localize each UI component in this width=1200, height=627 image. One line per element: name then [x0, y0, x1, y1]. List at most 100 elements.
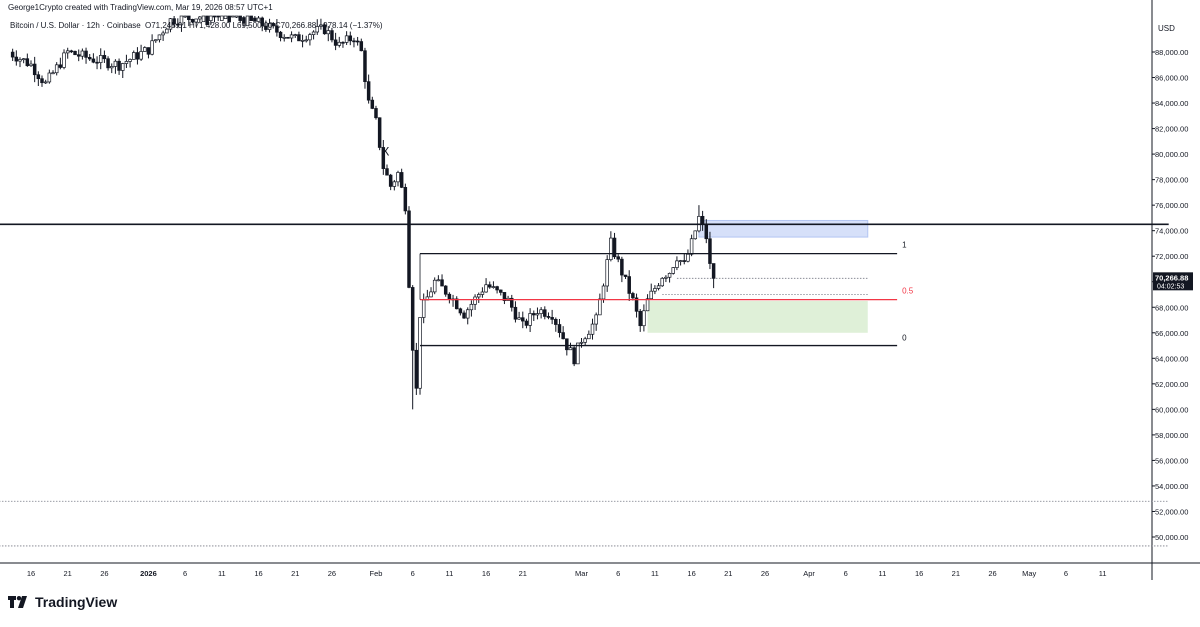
candle-body[interactable] [517, 317, 521, 320]
candle-body[interactable] [341, 41, 345, 44]
candle-body[interactable] [546, 316, 551, 318]
candle-body[interactable] [458, 308, 463, 314]
candle-body[interactable] [209, 15, 213, 22]
candle-body[interactable] [245, 15, 250, 27]
candle-body[interactable] [65, 50, 70, 54]
candle-body[interactable] [135, 52, 140, 60]
candle-body[interactable] [660, 277, 664, 287]
candle-body[interactable] [484, 284, 488, 293]
candle-body[interactable] [98, 55, 103, 63]
candle-body[interactable] [80, 50, 85, 57]
candle-body[interactable] [612, 237, 617, 258]
symbol-title[interactable]: Bitcoin / U.S. Dollar · 12h · Coinbase [10, 21, 141, 30]
candle-body[interactable] [73, 50, 77, 56]
candle-body[interactable] [223, 15, 228, 19]
candle-body[interactable] [532, 313, 536, 316]
candle-body[interactable] [499, 289, 503, 293]
candle-body[interactable] [146, 47, 151, 55]
candle-body[interactable] [128, 59, 132, 62]
candle-body[interactable] [392, 181, 397, 187]
candle-body[interactable] [311, 31, 316, 35]
candle-body[interactable] [271, 23, 275, 27]
candle-body[interactable] [154, 39, 158, 42]
candle-body[interactable] [631, 293, 635, 299]
candle-body[interactable] [304, 39, 309, 42]
candle-body[interactable] [381, 147, 386, 169]
candle-body[interactable] [682, 260, 687, 262]
candle-body[interactable] [627, 276, 631, 294]
candle-body[interactable] [579, 341, 584, 344]
candle-body[interactable] [275, 25, 279, 33]
candle-body[interactable] [117, 60, 121, 71]
candle-body[interactable] [495, 286, 499, 291]
candle-body[interactable] [201, 15, 206, 23]
candle-body[interactable] [113, 60, 118, 67]
candle-body[interactable] [54, 64, 59, 74]
candle-body[interactable] [447, 293, 452, 300]
candle-body[interactable] [539, 309, 543, 314]
candle-body[interactable] [414, 349, 419, 389]
candle-body[interactable] [330, 30, 334, 41]
candle-body[interactable] [440, 279, 444, 287]
candle-body[interactable] [480, 291, 485, 295]
candle-body[interactable] [554, 318, 558, 325]
candle-body[interactable] [124, 61, 129, 64]
candle-body[interactable] [623, 274, 628, 277]
candle-body[interactable] [322, 24, 327, 35]
candle-body[interactable] [634, 297, 639, 312]
candle-body[interactable] [183, 15, 187, 18]
candle-body[interactable] [601, 285, 606, 300]
candle-body[interactable] [198, 16, 202, 20]
candle-body[interactable] [143, 47, 147, 52]
candle-body[interactable] [21, 58, 26, 61]
candle-body[interactable] [231, 15, 235, 18]
candle-body[interactable] [473, 296, 477, 305]
candle-body[interactable] [436, 279, 441, 282]
candle-body[interactable] [576, 342, 580, 365]
candle-body[interactable] [421, 299, 426, 318]
candle-body[interactable] [711, 263, 716, 279]
candle-body[interactable] [76, 54, 81, 57]
candle-body[interactable] [616, 256, 620, 260]
candle-body[interactable] [18, 59, 22, 62]
candle-body[interactable] [333, 39, 338, 46]
candle-body[interactable] [62, 52, 66, 68]
demand-zone[interactable] [647, 300, 868, 333]
candle-body[interactable] [443, 285, 448, 295]
candle-body[interactable] [587, 333, 591, 340]
candle-body[interactable] [267, 23, 272, 30]
candle-body[interactable] [565, 338, 569, 351]
candle-body[interactable] [260, 17, 264, 27]
candle-body[interactable] [502, 292, 507, 301]
candle-body[interactable] [598, 298, 602, 316]
candle-body[interactable] [521, 317, 525, 322]
candle-body[interactable] [297, 34, 301, 42]
candle-body[interactable] [84, 50, 88, 58]
candle-body[interactable] [653, 288, 657, 292]
candle-body[interactable] [187, 15, 191, 20]
candle-body[interactable] [194, 18, 198, 23]
candle-body[interactable] [132, 52, 136, 60]
candle-body[interactable] [176, 23, 180, 26]
candle-body[interactable] [256, 17, 261, 22]
candle-body[interactable] [344, 35, 349, 43]
candle-body[interactable] [109, 66, 114, 69]
candle-body[interactable] [388, 174, 393, 187]
candle-body[interactable] [205, 15, 209, 26]
candle-body[interactable] [47, 72, 52, 83]
candle-body[interactable] [535, 313, 540, 316]
candle-body[interactable] [58, 64, 63, 68]
candle-body[interactable] [216, 15, 220, 18]
candle-body[interactable] [40, 78, 44, 84]
candle-body[interactable] [590, 323, 595, 335]
candle-body[interactable] [476, 294, 481, 298]
candle-body[interactable] [25, 58, 30, 67]
candle-body[interactable] [664, 276, 668, 279]
supply-zone[interactable] [698, 219, 869, 238]
candle-body[interactable] [645, 298, 650, 312]
candle-body[interactable] [91, 58, 96, 63]
candle-body[interactable] [120, 63, 125, 71]
candle-body[interactable] [300, 39, 305, 42]
candle-body[interactable] [29, 63, 33, 67]
candle-body[interactable] [352, 40, 356, 43]
